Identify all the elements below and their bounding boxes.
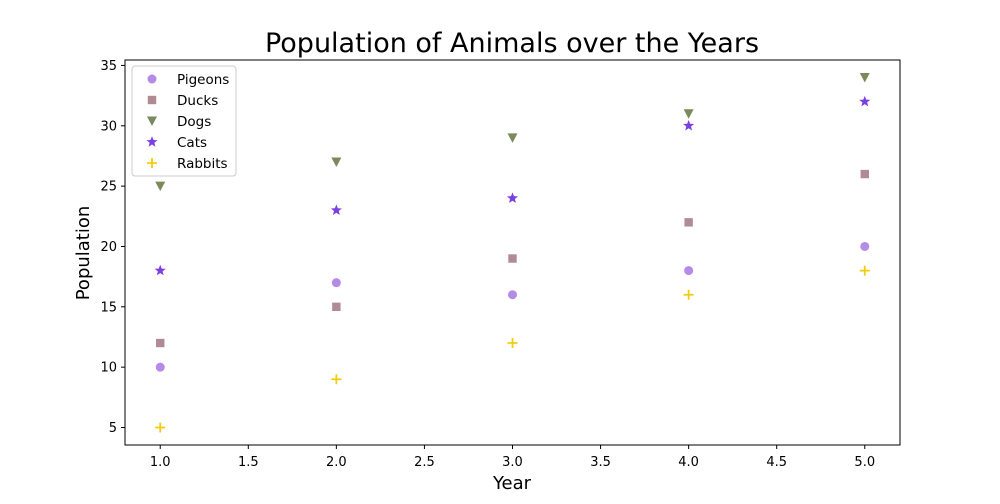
- data-point-ducks: [508, 254, 517, 263]
- data-point-cats: [859, 95, 871, 107]
- y-tick-label: 25: [100, 180, 117, 195]
- x-tick-label: 2.0: [326, 455, 347, 470]
- y-tick-label: 10: [100, 361, 117, 376]
- data-point-cats: [330, 204, 342, 215]
- data-point-pigeons: [331, 278, 341, 288]
- y-axis: 5 10 15 20 25 30 35: [100, 59, 125, 436]
- series-pigeons: [155, 241, 870, 372]
- data-points: [154, 73, 871, 433]
- data-point-dogs: [331, 157, 342, 167]
- legend-item-cats: Cats: [146, 135, 207, 151]
- x-tick-label: 3.0: [502, 455, 523, 470]
- data-point-pigeons: [155, 362, 165, 372]
- data-point-dogs: [859, 73, 870, 83]
- x-tick-label: 3.5: [590, 455, 611, 470]
- y-axis-label: Population: [73, 206, 94, 301]
- x-axis: 1.0 1.5 2.0 2.5 3.0 3.5 4.0 4.5 5.0: [150, 445, 875, 470]
- series-dogs: [155, 73, 870, 192]
- x-tick-label: 4.5: [766, 455, 787, 470]
- chart-title: Population of Animals over the Years: [265, 28, 759, 59]
- series-cats: [154, 95, 871, 276]
- series-rabbits: [155, 265, 870, 433]
- data-point-ducks: [684, 218, 693, 227]
- data-point-rabbits: [155, 422, 166, 433]
- legend-marker-rabbits: [147, 158, 157, 168]
- data-point-dogs: [683, 109, 694, 119]
- data-point-rabbits: [859, 265, 870, 276]
- data-point-pigeons: [860, 241, 870, 251]
- data-point-rabbits: [331, 374, 342, 385]
- y-tick-label: 20: [100, 240, 117, 255]
- legend: Pigeons Ducks Dogs Cats Rabbits: [131, 65, 237, 177]
- legend-label: Cats: [177, 135, 207, 151]
- series-ducks: [156, 169, 869, 348]
- legend-label: Rabbits: [177, 156, 228, 172]
- legend-item-rabbits: Rabbits: [147, 156, 228, 172]
- y-tick-label: 5: [109, 421, 117, 436]
- legend-marker-pigeons: [147, 74, 157, 84]
- y-tick-label: 35: [100, 59, 117, 74]
- legend-item-pigeons: Pigeons: [147, 72, 229, 88]
- data-point-rabbits: [507, 338, 518, 349]
- x-tick-label: 2.5: [414, 455, 435, 470]
- x-tick-label: 1.5: [238, 455, 259, 470]
- legend-label: Dogs: [177, 114, 211, 130]
- x-tick-label: 4.0: [678, 455, 699, 470]
- data-point-pigeons: [508, 290, 517, 300]
- x-axis-label: Year: [492, 473, 532, 494]
- data-point-ducks: [860, 169, 869, 179]
- data-point-rabbits: [683, 289, 694, 300]
- plot-area-frame: [124, 59, 901, 446]
- data-point-cats: [506, 192, 519, 203]
- legend-label: Pigeons: [177, 72, 229, 88]
- data-point-ducks: [332, 302, 341, 312]
- legend-label: Ducks: [177, 93, 218, 109]
- y-tick-label: 30: [100, 119, 117, 134]
- legend-item-ducks: Ducks: [147, 93, 218, 109]
- data-point-ducks: [156, 338, 165, 348]
- x-tick-label: 1.0: [150, 455, 171, 470]
- data-point-pigeons: [684, 266, 694, 276]
- legend-box: [131, 65, 237, 177]
- x-tick-label: 5.0: [854, 455, 875, 470]
- legend-item-dogs: Dogs: [147, 114, 211, 130]
- legend-marker-dogs: [147, 116, 157, 126]
- legend-marker-cats: [146, 136, 158, 147]
- data-point-dogs: [155, 181, 166, 192]
- data-point-cats: [683, 119, 695, 131]
- data-point-dogs: [507, 133, 518, 143]
- y-tick-label: 15: [100, 300, 117, 315]
- legend-marker-ducks: [147, 95, 157, 105]
- data-point-cats: [154, 264, 166, 276]
